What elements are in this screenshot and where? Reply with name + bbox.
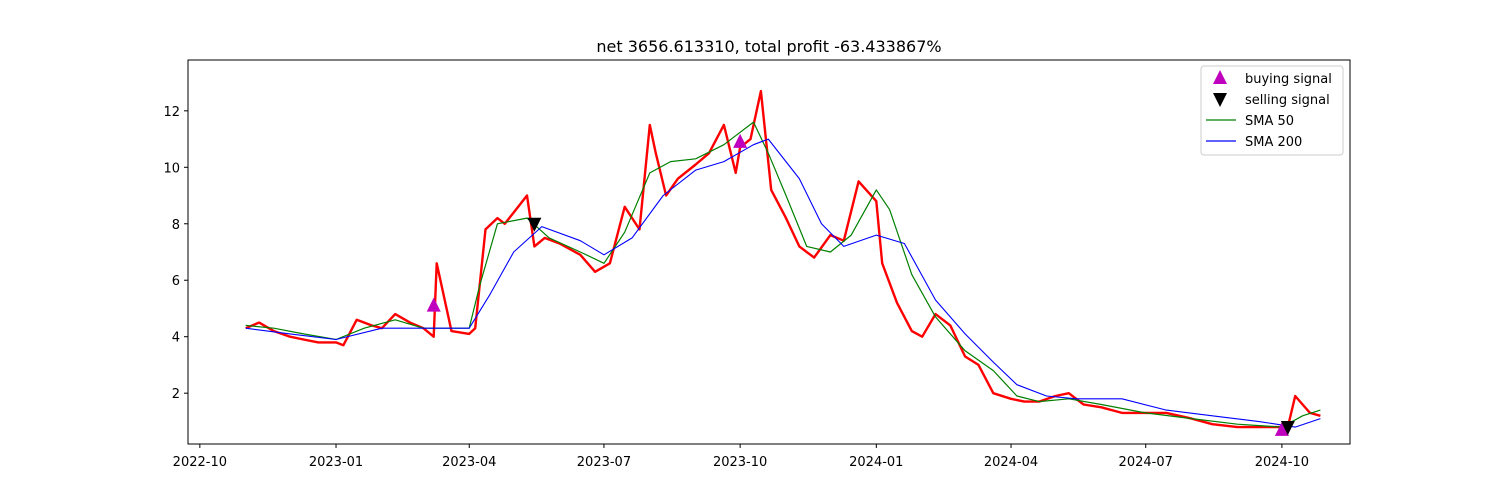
- sma-200-line: [245, 138, 1321, 428]
- legend-label: buying signal: [1245, 72, 1332, 87]
- buy-signal-marker: [1274, 421, 1289, 436]
- sell-signal-marker: [1280, 421, 1295, 436]
- legend-sell-icon: [1213, 93, 1227, 107]
- plot-area: [187, 59, 1351, 445]
- series-layer: [245, 89, 1321, 429]
- x-tick-label: 2023-01: [309, 455, 363, 470]
- chart-title: net 3656.613310, total profit -63.433867…: [596, 37, 941, 56]
- plot-frame: [187, 59, 1351, 445]
- legend-label: selling signal: [1245, 93, 1330, 108]
- y-tick-label: 2: [172, 387, 180, 402]
- legend-label: SMA 200: [1245, 135, 1302, 150]
- x-tick-label: 2024-04: [984, 455, 1038, 470]
- x-tick-label: 2023-04: [442, 455, 496, 470]
- y-tick-label: 12: [163, 105, 180, 120]
- y-tick-label: 10: [163, 161, 180, 176]
- y-tick-label: 6: [172, 274, 180, 289]
- price-line: [245, 89, 1321, 429]
- x-tick-label: 2024-10: [1255, 455, 1309, 470]
- legend-label: SMA 50: [1245, 114, 1294, 129]
- y-tick-label: 8: [172, 218, 180, 233]
- legend-box: [1200, 65, 1344, 156]
- markers-layer: [426, 133, 1295, 436]
- x-axis: 2022-10 2023-01 2023-04 2023-07 2023-10 2024-…: [173, 444, 1309, 470]
- y-axis: 2 4 6 8 10 12: [163, 105, 188, 402]
- buy-signal-marker: [426, 297, 441, 312]
- legend-buy-icon: [1213, 70, 1227, 84]
- x-tick-label: 2023-07: [577, 455, 631, 470]
- x-tick-label: 2024-07: [1119, 455, 1173, 470]
- x-tick-label: 2024-01: [849, 455, 903, 470]
- sell-signal-marker: [527, 217, 542, 232]
- buy-signal-marker: [733, 133, 748, 148]
- legend: buying signal selling signal SMA 50 SMA 200: [1200, 65, 1344, 156]
- y-tick-label: 4: [172, 331, 180, 346]
- x-tick-label: 2022-10: [173, 455, 227, 470]
- x-tick-label: 2023-10: [713, 455, 767, 470]
